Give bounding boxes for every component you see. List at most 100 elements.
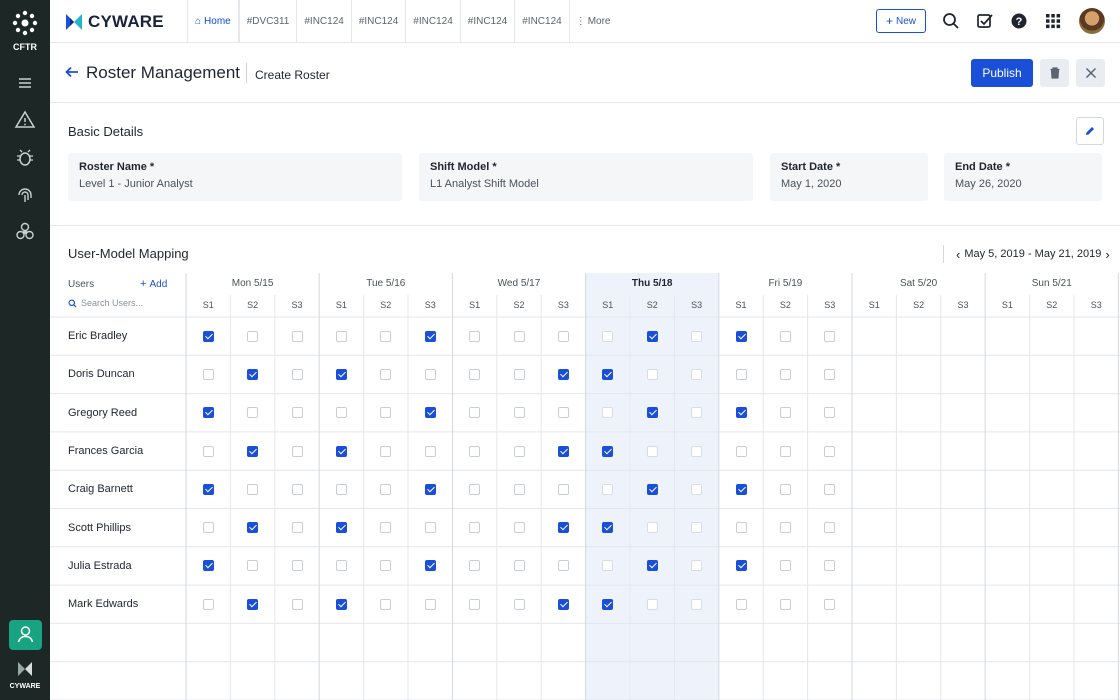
shift-checkbox[interactable] [779,330,791,342]
shift-checkbox[interactable] [513,598,525,610]
shift-checkbox[interactable] [202,598,214,610]
shift-checkbox[interactable] [602,407,614,419]
shift-checkbox[interactable] [513,368,525,380]
shift-checkbox-checked[interactable] [602,598,614,610]
close-button[interactable] [1076,59,1105,87]
shift-checkbox[interactable] [691,407,703,419]
shift-checkbox-checked[interactable] [202,407,214,419]
tasks-icon[interactable] [975,11,995,31]
shift-checkbox[interactable] [779,598,791,610]
shift-checkbox[interactable] [291,368,303,380]
shift-checkbox[interactable] [557,330,569,342]
shift-checkbox-checked[interactable] [247,368,259,380]
shift-checkbox[interactable] [735,598,747,610]
shift-checkbox-checked[interactable] [735,560,747,572]
shift-checkbox[interactable] [335,560,347,572]
shift-checkbox[interactable] [824,368,836,380]
menu-icon[interactable] [13,71,37,95]
shift-checkbox[interactable] [691,522,703,534]
shift-checkbox[interactable] [735,445,747,457]
tab-inc124[interactable]: #INC124 [514,0,568,43]
shift-checkbox-checked[interactable] [247,598,259,610]
shift-checkbox[interactable] [646,368,658,380]
shift-checkbox[interactable] [469,560,481,572]
shift-checkbox[interactable] [824,445,836,457]
roster-nav-item[interactable] [9,620,42,650]
shift-checkbox[interactable] [735,522,747,534]
shift-checkbox-checked[interactable] [335,598,347,610]
shift-checkbox[interactable] [602,483,614,495]
prev-range-icon[interactable]: ‹ [956,246,961,262]
shift-checkbox[interactable] [380,330,392,342]
shift-checkbox[interactable] [291,560,303,572]
publish-button[interactable]: Publish [971,59,1033,87]
shift-checkbox[interactable] [380,560,392,572]
shift-checkbox[interactable] [469,598,481,610]
shift-checkbox[interactable] [779,445,791,457]
shift-checkbox[interactable] [824,598,836,610]
shift-checkbox[interactable] [779,522,791,534]
fingerprint-icon[interactable] [13,183,37,207]
shift-checkbox-checked[interactable] [602,522,614,534]
shift-checkbox-checked[interactable] [335,368,347,380]
shift-checkbox[interactable] [557,560,569,572]
shift-checkbox[interactable] [691,598,703,610]
shift-checkbox[interactable] [646,522,658,534]
shift-checkbox[interactable] [691,560,703,572]
shift-checkbox[interactable] [380,368,392,380]
shift-checkbox[interactable] [380,598,392,610]
shift-checkbox[interactable] [335,483,347,495]
shift-checkbox[interactable] [291,407,303,419]
shift-checkbox[interactable] [602,330,614,342]
shift-checkbox[interactable] [469,330,481,342]
edit-details-button[interactable] [1076,117,1104,145]
shift-checkbox[interactable] [513,445,525,457]
shift-checkbox-checked[interactable] [602,445,614,457]
shift-checkbox[interactable] [291,330,303,342]
shift-checkbox[interactable] [469,522,481,534]
shift-checkbox[interactable] [424,598,436,610]
shift-checkbox[interactable] [380,483,392,495]
shift-checkbox[interactable] [380,407,392,419]
shift-checkbox[interactable] [691,368,703,380]
start-date-field[interactable]: Start Date * May 1, 2020 [770,153,928,201]
back-arrow-icon[interactable] [64,64,80,80]
shift-checkbox-checked[interactable] [557,522,569,534]
tab-inc124[interactable]: #INC124 [405,0,459,43]
shift-checkbox[interactable] [247,407,259,419]
shift-checkbox[interactable] [424,368,436,380]
shift-checkbox[interactable] [646,598,658,610]
shift-checkbox[interactable] [513,560,525,572]
tab-inc124[interactable]: #INC124 [350,0,405,43]
shift-checkbox[interactable] [247,560,259,572]
shift-checkbox[interactable] [824,522,836,534]
shift-checkbox-checked[interactable] [557,445,569,457]
shift-checkbox-checked[interactable] [247,445,259,457]
tab-home[interactable]: ⌂ Home [187,0,239,43]
tab-inc124[interactable]: #INC124 [459,0,514,43]
shift-checkbox-checked[interactable] [646,407,658,419]
shift-checkbox-checked[interactable] [646,483,658,495]
shift-checkbox[interactable] [691,445,703,457]
shift-checkbox[interactable] [824,407,836,419]
shift-checkbox[interactable] [380,522,392,534]
help-icon[interactable]: ? [1009,11,1029,31]
shift-checkbox[interactable] [291,522,303,534]
add-user-button[interactable]: + Add [140,278,167,290]
shift-checkbox[interactable] [380,445,392,457]
shift-checkbox-checked[interactable] [202,560,214,572]
shift-checkbox-checked[interactable] [557,598,569,610]
shift-checkbox[interactable] [202,522,214,534]
shift-checkbox[interactable] [335,330,347,342]
new-button[interactable]: + New [876,9,926,33]
shift-checkbox[interactable] [513,330,525,342]
shift-checkbox[interactable] [469,368,481,380]
shift-checkbox[interactable] [735,368,747,380]
apps-grid-icon[interactable] [1043,11,1063,31]
shift-checkbox-checked[interactable] [424,407,436,419]
shift-checkbox-checked[interactable] [202,330,214,342]
shift-checkbox[interactable] [291,598,303,610]
shift-checkbox-checked[interactable] [424,330,436,342]
shift-checkbox-checked[interactable] [335,522,347,534]
org-logo[interactable]: CFTR [0,8,50,58]
